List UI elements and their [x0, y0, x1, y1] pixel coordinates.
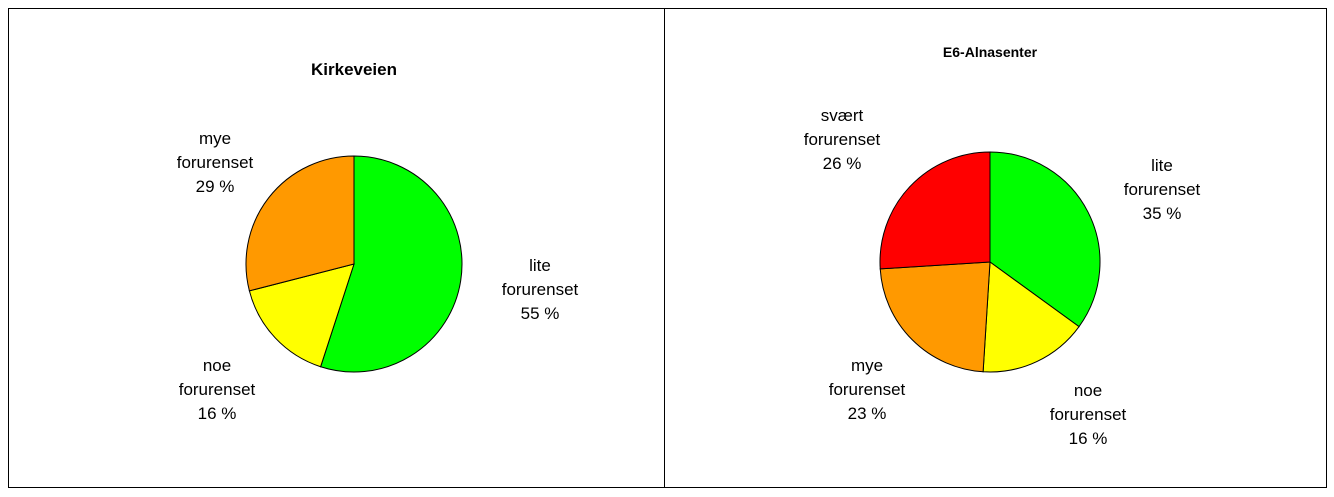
slice-label: lite forurenset 35 % [1114, 154, 1210, 226]
category-label: noe forurenset [178, 356, 256, 399]
chart-title: E6-Alnasenter [942, 44, 1038, 60]
chart-panel [664, 8, 1327, 488]
category-label: mye forurenset [828, 356, 906, 399]
pie-slice [879, 261, 991, 373]
value-label: 35 % [1142, 204, 1182, 223]
value-label: 23 % [847, 404, 887, 423]
pie-slice [989, 151, 1101, 328]
pie-slice [245, 155, 355, 292]
slice-label: mye forurenset 23 % [819, 354, 915, 426]
value-label: 55 % [520, 304, 560, 323]
category-label: lite forurenset [501, 256, 579, 299]
pie-slice [248, 263, 355, 368]
slice-label: mye forurenset 29 % [167, 127, 263, 199]
slice-label: noe forurenset 16 % [169, 354, 265, 426]
category-label: mye forurenset [176, 129, 254, 172]
value-label: 29 % [195, 177, 235, 196]
category-label: noe forurenset [1049, 381, 1127, 424]
value-label: 16 % [1068, 429, 1108, 448]
category-label: lite forurenset [1123, 156, 1201, 199]
value-label: 16 % [197, 404, 237, 423]
pie-slice [982, 261, 1080, 373]
pie-slice [319, 155, 463, 373]
pie-slice [879, 151, 991, 270]
slice-label: lite forurenset 55 % [492, 254, 588, 326]
category-label: svært forurenset [803, 106, 881, 149]
slice-label: noe forurenset 16 % [1040, 379, 1136, 451]
slice-label: svært forurenset 26 % [794, 104, 890, 176]
value-label: 26 % [822, 154, 862, 173]
chart-title: Kirkeveien [311, 60, 397, 79]
